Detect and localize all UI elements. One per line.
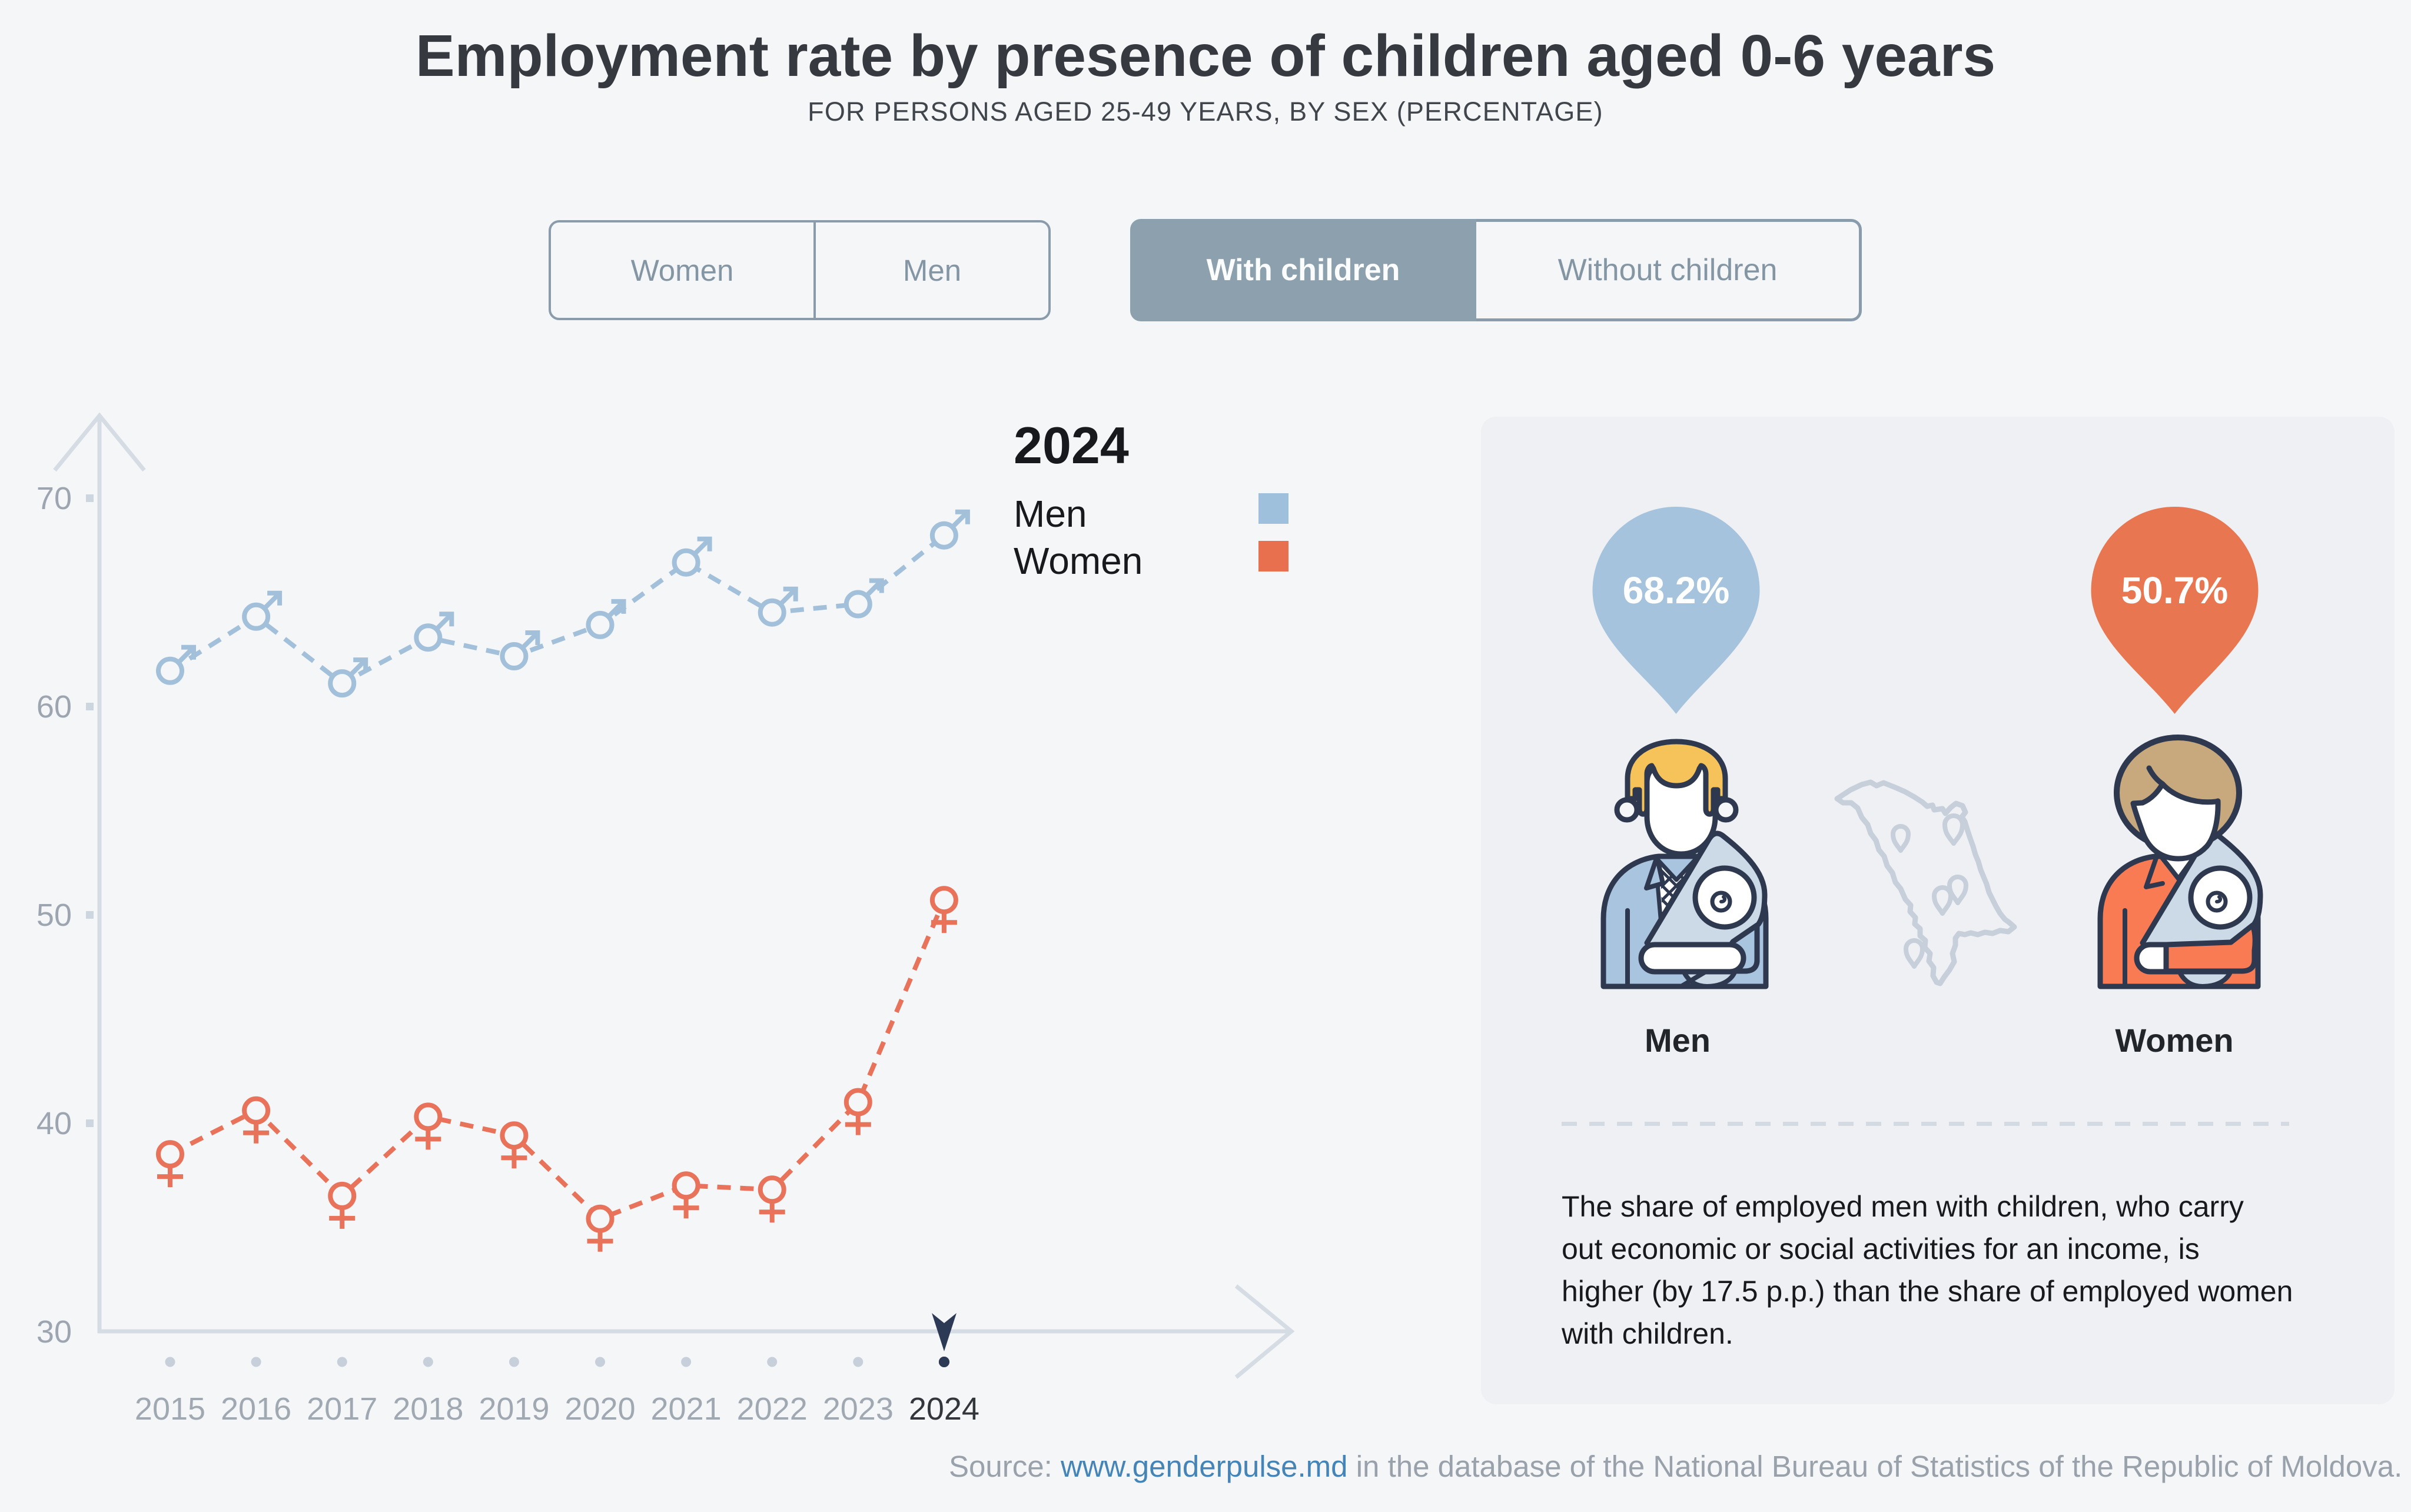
svg-text:50: 50 [36, 898, 72, 933]
svg-text:2017: 2017 [307, 1391, 377, 1427]
svg-text:2022: 2022 [737, 1391, 808, 1427]
svg-text:70: 70 [36, 481, 72, 516]
svg-text:2018: 2018 [393, 1391, 463, 1427]
svg-text:50.7%: 50.7% [2121, 569, 2228, 612]
svg-text:2015: 2015 [135, 1391, 205, 1427]
svg-text:2019: 2019 [479, 1391, 549, 1427]
svg-text:68.2%: 68.2% [1623, 569, 1729, 612]
svg-text:2021: 2021 [651, 1391, 722, 1427]
svg-text:2024: 2024 [909, 1391, 979, 1427]
svg-text:2020: 2020 [564, 1391, 635, 1427]
svg-text:2016: 2016 [221, 1391, 291, 1427]
svg-text:2023: 2023 [823, 1391, 894, 1427]
svg-text:60: 60 [36, 689, 72, 725]
svg-text:30: 30 [36, 1314, 72, 1350]
svg-text:40: 40 [36, 1106, 72, 1141]
